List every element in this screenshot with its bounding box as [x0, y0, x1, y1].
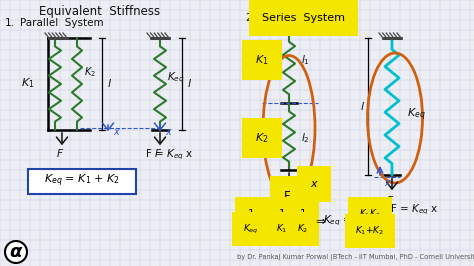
Text: l: l [187, 79, 191, 89]
Text: $l_1$: $l_1$ [301, 53, 310, 67]
Text: α: α [10, 243, 22, 261]
Text: x: x [113, 127, 119, 137]
Text: by Dr. Pankaj Kumar Porwal (BTech - IIT Mumbai, PhD - Cornell University): by Dr. Pankaj Kumar Porwal (BTech - IIT … [237, 254, 474, 260]
Text: $K_1$+$K_2$: $K_1$+$K_2$ [356, 225, 384, 237]
Text: $K_2$: $K_2$ [297, 223, 309, 235]
Text: +: + [287, 216, 297, 226]
Text: F: F [57, 149, 63, 159]
Circle shape [5, 241, 27, 263]
Text: $l_2$: $l_2$ [301, 131, 310, 145]
Text: $K_{eq}$: $K_{eq}$ [243, 222, 259, 236]
Text: $K_{eq}$ = $K_1$ + $K_2$: $K_{eq}$ = $K_1$ + $K_2$ [45, 173, 120, 189]
Text: 1: 1 [248, 209, 255, 219]
Text: Equivalent  Stiffness: Equivalent Stiffness [39, 5, 161, 18]
Text: $K_1$: $K_1$ [21, 76, 35, 90]
Text: x: x [310, 179, 317, 189]
Text: $K_{eq}$: $K_{eq}$ [407, 107, 425, 123]
Text: $K_2$: $K_2$ [255, 131, 269, 145]
Text: 1: 1 [300, 209, 306, 219]
Text: $K_2$: $K_2$ [84, 65, 96, 79]
FancyBboxPatch shape [28, 168, 137, 193]
Text: $K_1 K_2$: $K_1 K_2$ [359, 208, 381, 220]
Text: $K_{eq}$: $K_{eq}$ [167, 71, 185, 85]
Text: x: x [165, 127, 171, 137]
Text: 1.: 1. [5, 18, 15, 28]
Text: $K_{eq}$ =: $K_{eq}$ = [323, 214, 353, 228]
Text: $K_1$: $K_1$ [255, 53, 269, 67]
Text: Series  System: Series System [262, 13, 345, 23]
Text: ⇒: ⇒ [315, 214, 325, 227]
Text: 1: 1 [279, 209, 285, 219]
Text: F = $K_{eq}$ x: F = $K_{eq}$ x [390, 203, 438, 217]
Text: F: F [155, 149, 161, 159]
Text: F = $K_{eq}$ x: F = $K_{eq}$ x [145, 148, 193, 162]
Text: l: l [360, 102, 364, 111]
Text: x: x [384, 178, 390, 188]
Text: F: F [387, 196, 393, 206]
Text: Parallel  System: Parallel System [20, 18, 104, 28]
Text: F: F [283, 190, 290, 203]
Text: =: = [265, 216, 275, 226]
Text: l: l [108, 79, 110, 89]
Text: 2.: 2. [245, 13, 255, 23]
Text: $K_1$: $K_1$ [276, 223, 288, 235]
